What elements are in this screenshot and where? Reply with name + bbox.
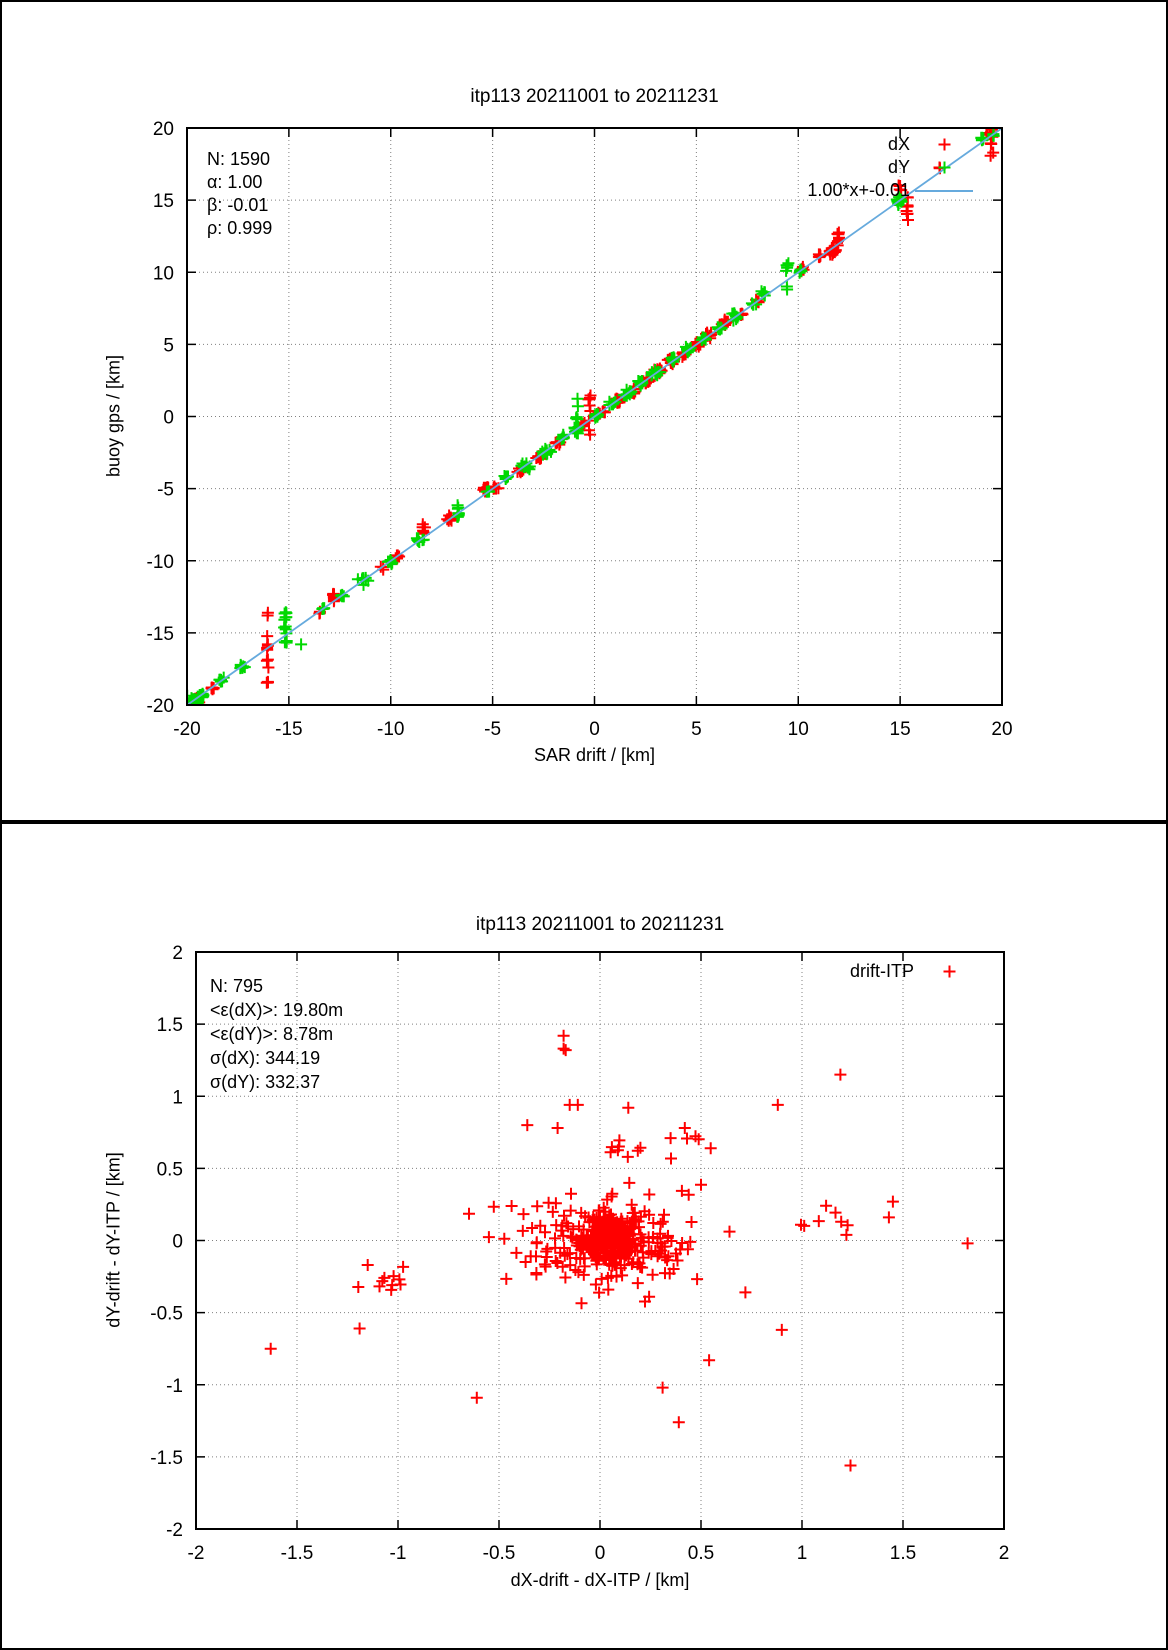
stats-block: N: 1590 α: 1.00 β: -0.01 ρ: 0.999 [207,148,272,240]
stat-n: N: 1590 [207,149,271,169]
legend-label: dX [887,134,910,154]
x-tick-label: -15 [275,719,302,740]
x-tick-label: -2 [188,1543,205,1564]
legend-marker-slot [914,964,984,979]
x-tick-label: 1 [797,1543,808,1564]
x-axis-label: SAR drift / [km] [533,745,656,765]
stat-n: N: 795 [210,976,264,996]
y-tick-label: -1 [166,1376,183,1397]
plus-marker-icon [938,161,950,174]
stat-alpha: α: 1.00 [207,172,263,192]
y-tick-label: -0.5 [150,1304,183,1325]
stat-eps-dx: <ε(dX)>: 19.80m [210,1000,344,1020]
legend-marker-slot [910,160,978,175]
x-tick-label: 0 [589,719,600,740]
legend-marker-slot [910,189,978,192]
x-tick-label: 0.5 [688,1543,714,1564]
x-tick-label: 15 [890,719,911,740]
y-tick-label: 0.5 [157,1159,183,1180]
y-tick-label: 0 [163,408,174,429]
legend-row-fit: 1.00*x+-0.01 [807,179,978,202]
legend-row-drift-itp: drift-ITP [850,960,984,983]
x-tick-label: -0.5 [483,1543,516,1564]
y-tick-label: 1.5 [157,1015,183,1036]
legend: drift-ITP [850,960,984,983]
scatter-plot-canvas-top: -20 -15 -10 -5 0 5 10 15 20 -20 -15 -10 -5 0 5 10 15 20 [147,119,1013,740]
legend-label: drift-ITP [849,961,914,981]
y-tick-label: -5 [157,480,174,501]
y-tick-label: 10 [153,263,174,284]
x-tick-label: 1.5 [890,1543,916,1564]
stat-sigma-dx: σ(dX): 344.19 [210,1048,321,1068]
y-tick-label: 20 [153,119,174,140]
scatter-series-drift-ITP [264,1029,974,1472]
x-tick-label: 0 [595,1543,606,1564]
line-sample-icon [915,189,973,192]
fit-line [187,128,1002,705]
x-tick-label: -20 [173,719,200,740]
legend: dX dY 1.00*x+-0.01 [807,133,978,202]
scatter-plot-canvas-bottom: -2 -1.5 -1 -0.5 0 0.5 1 1.5 2 -2 -1.5 -1 -0.5 0 0.5 1 1.… [150,943,1010,1564]
stat-sigma-dy: σ(dY): 332.37 [210,1072,321,1092]
y-tick-label: 1 [172,1087,183,1108]
legend-row-dx: dX [807,133,978,156]
x-tick-label: 5 [691,719,702,740]
plot-panel-residuals: -2 -1.5 -1 -0.5 0 0.5 1 1.5 2 -2 -1.5 -1 -0.5 0 0.5 1 1.… [0,822,1168,1650]
page-title: itp113 20211001 to 20211231 [470,86,719,107]
x-tick-label: -10 [377,719,404,740]
plot-panel-sar-vs-buoy: -20 -15 -10 -5 0 5 10 15 20 -20 -15 -10 -5 0 5 10 15 20 i… [0,0,1168,822]
y-tick-label: -10 [147,552,174,573]
y-tick-label: -1.5 [150,1448,183,1469]
y-tick-label: 0 [172,1232,183,1253]
y-tick-label: -20 [147,696,174,717]
y-axis-label: buoy gps / [km] [103,354,124,478]
stat-beta: β: -0.01 [207,195,269,215]
x-tick-label: 2 [999,1543,1010,1564]
stat-eps-dy: <ε(dY)>: 8.78m [210,1024,334,1044]
x-tick-label: -5 [484,719,501,740]
x-tick-label: -1.5 [281,1543,314,1564]
plus-marker-icon [943,965,955,978]
y-axis-label: dY-drift - dY-ITP / [km] [103,1152,124,1328]
stats-block: N: 795 <ε(dX)>: 19.80m <ε(dY)>: 8.78m σ(… [210,974,343,1094]
y-tick-label: -2 [166,1520,183,1541]
x-axis-label: dX-drift - dX-ITP / [km] [510,1570,690,1590]
y-tick-label: 5 [163,335,174,356]
x-tick-label: 10 [788,719,809,740]
y-tick-label: 15 [153,191,174,212]
page-title: itp113 20211001 to 20211231 [475,914,725,935]
x-tick-label: -1 [390,1543,407,1564]
y-tick-label: -15 [147,624,174,645]
x-tick-label: 20 [991,719,1012,740]
y-tick-label: 2 [172,943,183,964]
stat-rho: ρ: 0.999 [207,218,273,238]
legend-row-dy: dY [807,156,978,179]
legend-label: 1.00*x+-0.01 [807,180,910,200]
legend-marker-slot [910,137,978,152]
plus-marker-icon [938,138,950,151]
legend-label: dY [887,157,910,177]
